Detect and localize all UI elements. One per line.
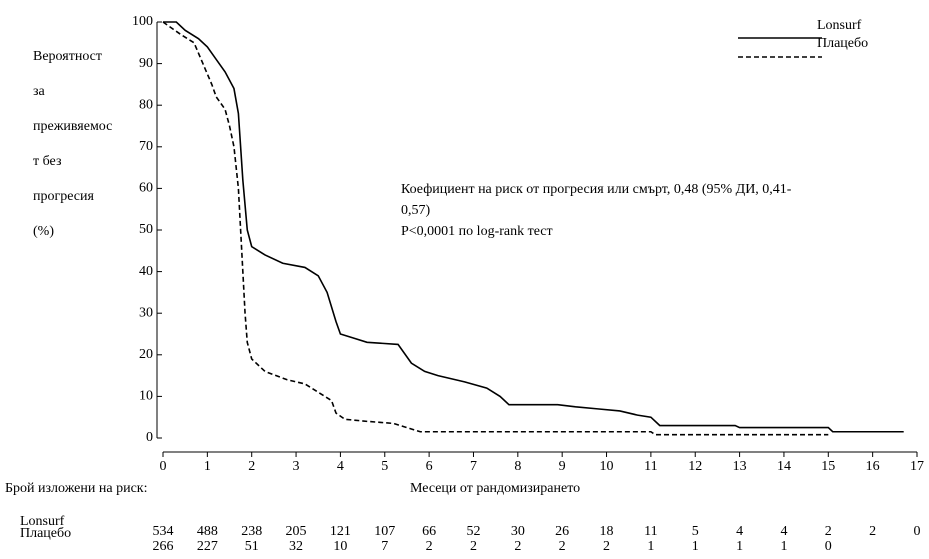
x-tick-label: 6 bbox=[426, 459, 433, 474]
at-risk-value: 238 bbox=[241, 524, 262, 539]
y-tick-label: 0 bbox=[146, 430, 153, 445]
at-risk-value: 2 bbox=[426, 539, 433, 554]
x-tick-label: 13 bbox=[733, 459, 747, 474]
x-tick-label: 12 bbox=[688, 459, 702, 474]
y-tick-label: 70 bbox=[139, 139, 153, 154]
at-risk-value: 2 bbox=[559, 539, 566, 554]
y-axis-title: т без bbox=[33, 154, 62, 169]
x-tick-label: 10 bbox=[600, 459, 614, 474]
y-tick-label: 90 bbox=[139, 56, 153, 71]
at-risk-value: 2 bbox=[825, 524, 832, 539]
at-risk-value: 121 bbox=[330, 524, 351, 539]
y-axis-title: (%) bbox=[33, 224, 54, 239]
y-axis-title: Вероятност bbox=[33, 49, 102, 64]
at-risk-value: 32 bbox=[289, 539, 303, 554]
at-risk-value: 4 bbox=[780, 524, 787, 539]
at-risk-value: 2 bbox=[514, 539, 521, 554]
at-risk-value: 2 bbox=[603, 539, 610, 554]
at-risk-value: 227 bbox=[197, 539, 218, 554]
x-tick-label: 1 bbox=[204, 459, 211, 474]
y-tick-label: 30 bbox=[139, 305, 153, 320]
x-tick-label: 14 bbox=[777, 459, 791, 474]
y-tick-label: 100 bbox=[132, 14, 153, 29]
at-risk-row-label: Плацебо bbox=[20, 526, 71, 541]
at-risk-value: 66 bbox=[422, 524, 436, 539]
x-tick-label: 4 bbox=[337, 459, 344, 474]
at-risk-value: 266 bbox=[153, 539, 174, 554]
x-tick-label: 17 bbox=[910, 459, 924, 474]
at-risk-value: 18 bbox=[600, 524, 614, 539]
at-risk-value: 1 bbox=[692, 539, 699, 554]
at-risk-value: 2 bbox=[869, 524, 876, 539]
at-risk-value: 1 bbox=[780, 539, 787, 554]
y-tick-label: 80 bbox=[139, 97, 153, 112]
y-tick-label: 60 bbox=[139, 181, 153, 196]
km-curve bbox=[162, 21, 829, 436]
x-tick-label: 7 bbox=[470, 459, 477, 474]
y-tick-label: 40 bbox=[139, 264, 153, 279]
at-risk-value: 4 bbox=[736, 524, 743, 539]
x-tick-label: 11 bbox=[644, 459, 657, 474]
at-risk-value: 1 bbox=[647, 539, 654, 554]
at-risk-value: 51 bbox=[245, 539, 259, 554]
x-tick-label: 2 bbox=[248, 459, 255, 474]
at-risk-value: 0 bbox=[825, 539, 832, 554]
at-risk-title: Брой изложени на риск: bbox=[5, 481, 147, 496]
at-risk-value: 534 bbox=[153, 524, 174, 539]
x-tick-label: 9 bbox=[559, 459, 566, 474]
at-risk-value: 0 bbox=[914, 524, 921, 539]
annotation: Коефициент на риск от прогресия или смър… bbox=[401, 182, 792, 197]
annotation: P<0,0001 по log-rank тест bbox=[401, 224, 553, 239]
at-risk-value: 30 bbox=[511, 524, 525, 539]
x-tick-label: 15 bbox=[821, 459, 835, 474]
at-risk-value: 11 bbox=[644, 524, 657, 539]
at-risk-value: 52 bbox=[466, 524, 480, 539]
legend-label: Lonsurf bbox=[817, 18, 862, 33]
km-curve bbox=[163, 21, 904, 433]
y-tick-label: 50 bbox=[139, 222, 153, 237]
x-tick-label: 3 bbox=[293, 459, 300, 474]
legend-label: Плацебо bbox=[817, 36, 868, 51]
at-risk-value: 488 bbox=[197, 524, 218, 539]
y-tick-label: 10 bbox=[139, 389, 153, 404]
x-axis-title: Месеци от рандомизирането bbox=[410, 481, 580, 496]
at-risk-value: 10 bbox=[333, 539, 347, 554]
x-tick-label: 16 bbox=[866, 459, 880, 474]
x-tick-label: 8 bbox=[514, 459, 521, 474]
y-axis-title: преживяемос bbox=[33, 119, 112, 134]
at-risk-value: 1 bbox=[736, 539, 743, 554]
at-risk-value: 5 bbox=[692, 524, 699, 539]
annotation: 0,57) bbox=[401, 203, 431, 218]
y-axis-title: за bbox=[33, 84, 46, 99]
at-risk-value: 205 bbox=[286, 524, 307, 539]
at-risk-value: 2 bbox=[470, 539, 477, 554]
y-tick-label: 20 bbox=[139, 347, 153, 362]
at-risk-value: 26 bbox=[555, 524, 569, 539]
at-risk-value: 107 bbox=[374, 524, 395, 539]
x-tick-label: 5 bbox=[381, 459, 388, 474]
at-risk-row-label: Lonsurf bbox=[20, 514, 65, 529]
y-axis-title: прогресия bbox=[33, 189, 95, 204]
at-risk-value: 7 bbox=[381, 539, 388, 554]
x-tick-label: 0 bbox=[160, 459, 167, 474]
